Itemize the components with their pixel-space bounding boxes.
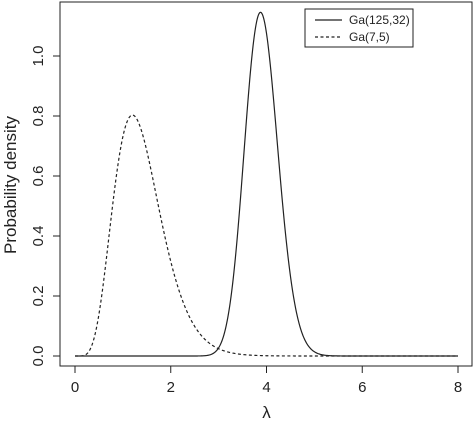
y-axis: 0.0 0.2 0.4 0.6 0.8 1.0 [30, 46, 61, 367]
plot-frame [59, 1, 473, 367]
x-tick-label: 2 [167, 379, 175, 396]
legend-label-ga7: Ga(7,5) [349, 30, 390, 44]
x-tick-label: 8 [454, 379, 462, 396]
y-tick-label: 0.0 [30, 346, 47, 367]
series-line-ga125-32 [75, 11, 458, 357]
y-tick-label: 0.8 [30, 106, 47, 127]
legend: Ga(125,32) Ga(7,5) [304, 8, 414, 48]
x-tick-label: 0 [71, 379, 79, 396]
x-tick-label: 6 [358, 379, 366, 396]
series-line-ga7-5 [75, 114, 458, 357]
legend-box [304, 8, 414, 48]
x-axis-title: λ [262, 403, 271, 422]
legend-label-ga125: Ga(125,32) [349, 13, 410, 27]
y-tick-label: 0.2 [30, 286, 47, 307]
y-tick-label: 0.6 [30, 166, 47, 187]
x-tick-label: 4 [262, 379, 270, 396]
y-tick-label: 0.4 [30, 226, 47, 247]
y-axis-title: Probability density [1, 116, 20, 254]
y-tick-label: 1.0 [30, 46, 47, 67]
x-axis: 0 2 4 6 8 [71, 365, 462, 396]
series-layer [75, 11, 458, 357]
